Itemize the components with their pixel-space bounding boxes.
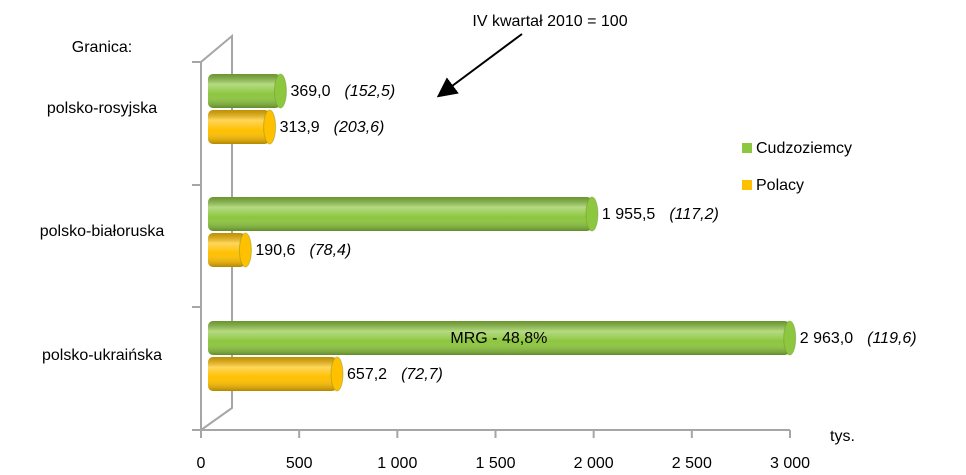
x-tick-label: 1 500 — [475, 455, 515, 472]
bar-shade — [208, 197, 592, 231]
y-tick-label: polsko-białoruska — [40, 223, 165, 240]
index-label: (152,5) — [344, 83, 395, 100]
legend-swatch — [742, 180, 752, 190]
value-label: 2 963,0 — [800, 330, 853, 347]
x-tick-label: 2 500 — [672, 455, 712, 472]
x-tick-label: 500 — [286, 455, 313, 472]
inner-label: MRG - 48,8% — [450, 330, 547, 347]
value-label: 313,9 — [280, 119, 320, 136]
bar-cap — [783, 320, 797, 356]
x-tick-label: 2 000 — [574, 455, 614, 472]
legend-label: Cudzoziemcy — [756, 140, 852, 157]
index-label: (78,4) — [309, 242, 351, 259]
bar-cap — [263, 109, 277, 145]
value-label: 657,2 — [347, 366, 387, 383]
bar-shade — [208, 110, 270, 144]
value-label: 190,6 — [255, 242, 295, 259]
x-tick-label: 3 000 — [770, 455, 810, 472]
bar-shade — [208, 321, 790, 355]
bar-shade — [208, 74, 281, 108]
index-label: (72,7) — [401, 366, 443, 383]
x-tick-label: 1 000 — [377, 455, 417, 472]
bar-shade — [208, 357, 338, 391]
index-label: (117,2) — [669, 206, 719, 223]
y-tick-label: polsko-ukraińska — [42, 347, 162, 364]
bar-cap — [273, 73, 287, 109]
bar-cap — [238, 232, 252, 268]
x-tick-label: 0 — [197, 455, 206, 472]
y-tick-label: polsko-rosyjska — [47, 100, 157, 117]
bar-shade — [208, 233, 246, 267]
bar-cap — [330, 356, 344, 392]
y-axis-title: Granica: — [72, 39, 132, 56]
x-axis-unit: tys. — [830, 428, 855, 445]
annotation-arrow — [436, 33, 523, 98]
index-label: (203,6) — [334, 119, 385, 136]
legend-label: Polacy — [756, 177, 804, 194]
annotation: IV kwartał 2010 = 100 — [472, 13, 627, 30]
bar-cap — [585, 196, 599, 232]
value-label: 1 955,5 — [602, 206, 655, 223]
value-label: 369,0 — [290, 83, 330, 100]
legend-swatch — [742, 143, 752, 153]
index-label: (119,6) — [867, 330, 917, 347]
